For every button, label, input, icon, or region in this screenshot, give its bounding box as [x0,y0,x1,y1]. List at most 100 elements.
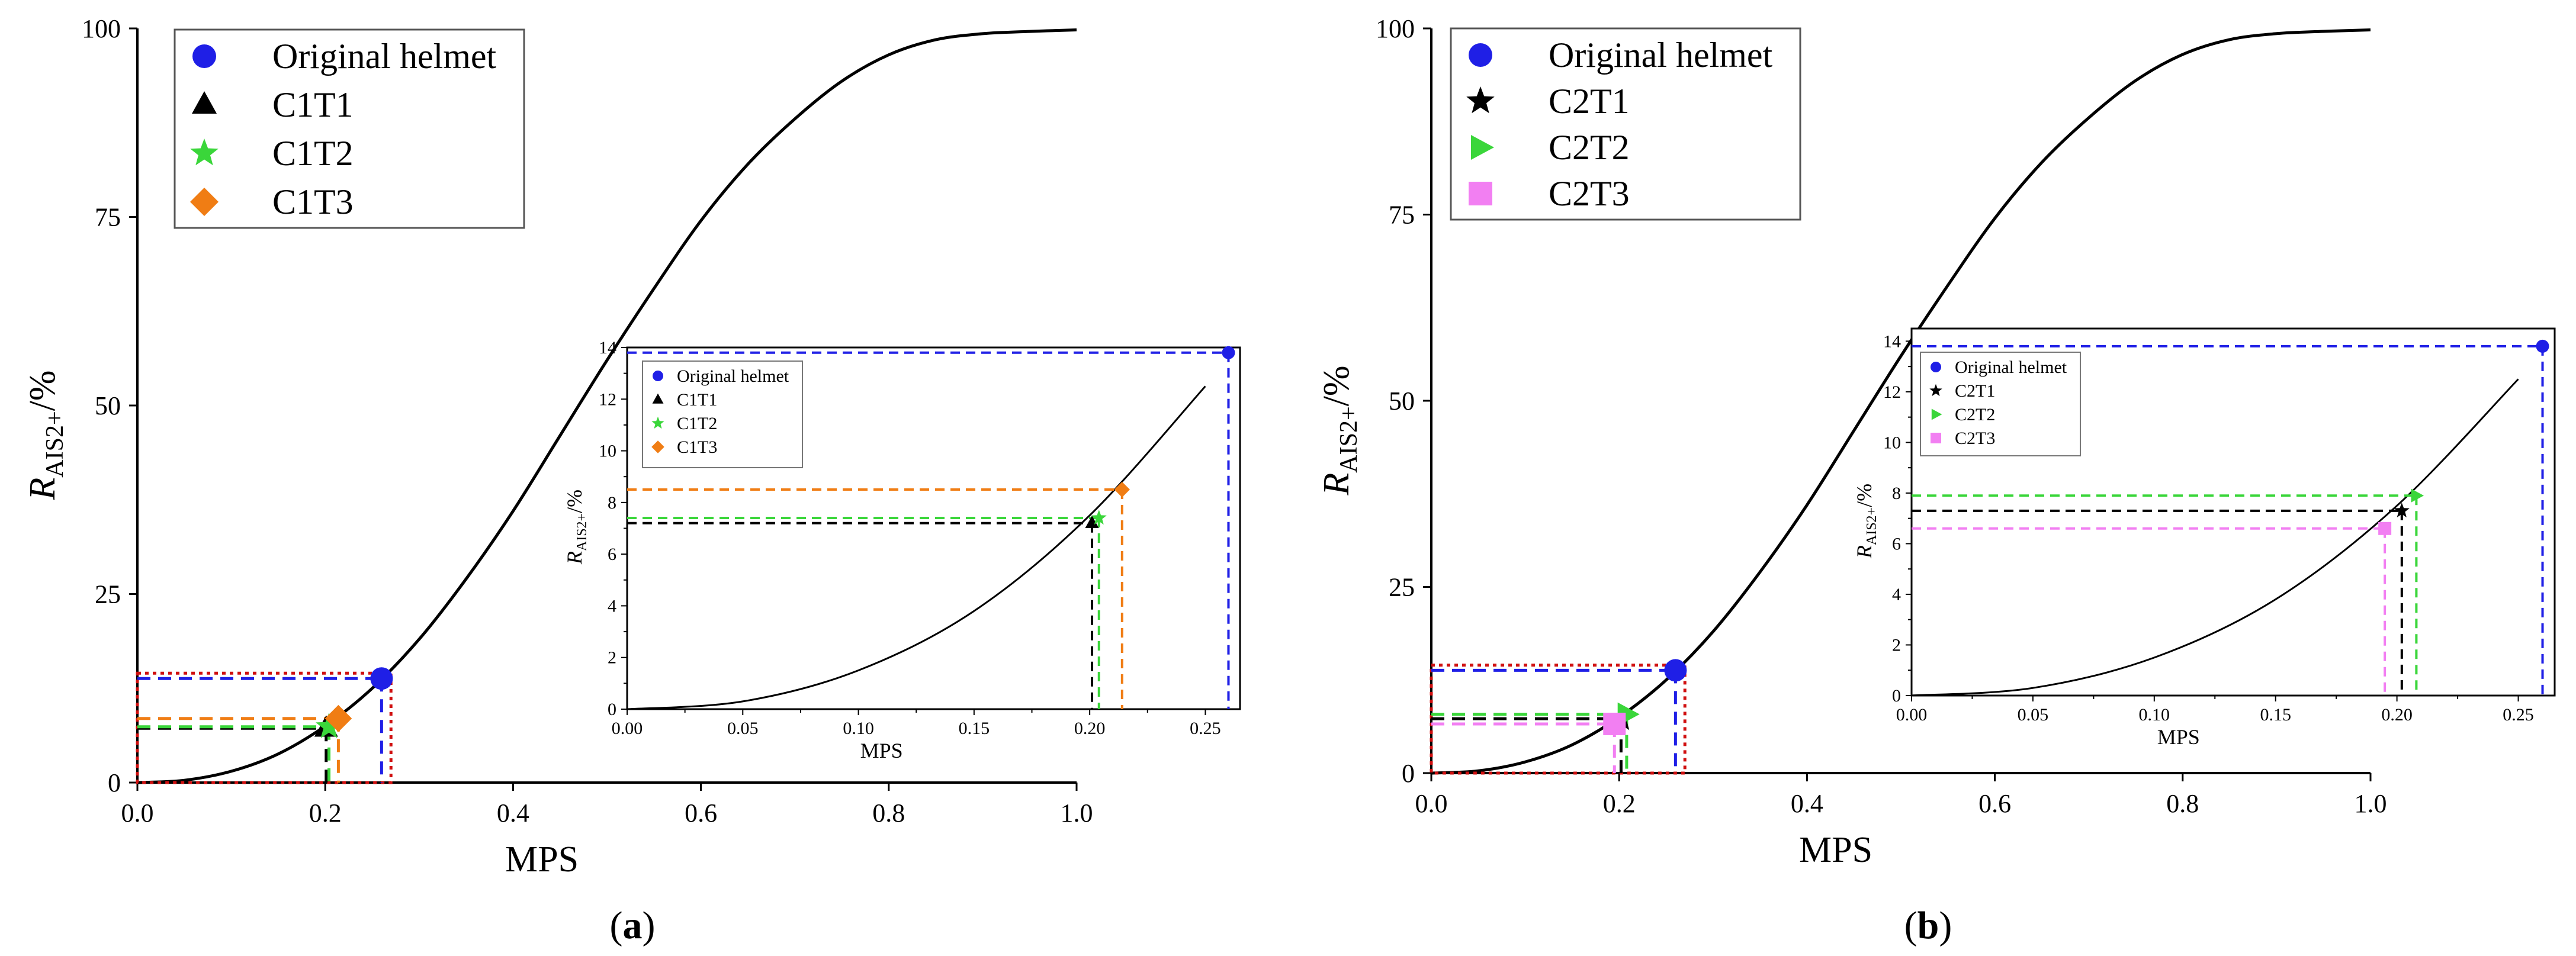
inset-data-point-marker [2411,488,2424,503]
inset-legend-marker [651,416,664,429]
legend: Original helmet C2T1 C2T2 C2T3 [1450,27,1801,221]
inset-y-tick-label: 14 [1883,331,1901,351]
inset-legend-marker [1931,433,1941,443]
inset-y-tick-label: 4 [608,596,616,616]
inset-legend-label: Original helmet [677,366,789,386]
y-tick-label: 75 [1389,201,1415,230]
inset-x-tick-label: 0.25 [2503,705,2534,725]
x-tick-label: 0.8 [872,799,905,828]
x-tick-label: 0.2 [309,799,342,828]
x-tick-label: 1.0 [1061,799,1093,828]
inset-legend-box [642,360,803,468]
data-point-marker [325,704,352,732]
inset-data-point-marker [2378,522,2392,535]
panel-b: 0.0 0.2 0.4 0.6 0.8 1.00255075100MPSRAIS2+/%O… [1316,14,2556,870]
y-axis-title: RAIS2+/% [23,370,69,500]
inset-legend: Original helmet C1T1 C1T2 C1T3 [642,360,803,468]
legend-label: C2T3 [1549,174,1630,213]
x-axis-title: MPS [505,839,579,880]
x-tick-label: 0.6 [1978,789,2011,818]
y-tick-label: 50 [95,391,121,420]
x-tick-label: 0.4 [497,799,529,828]
panel-label-b: (b) [1904,904,1952,947]
inset-y-tick-label: 4 [1892,585,1901,604]
inset-x-tick-label: 0.05 [2018,705,2049,725]
legend-marker [190,188,219,216]
inset-data-point-marker [2536,339,2549,353]
y-tick-label: 0 [1402,759,1415,788]
legend: Original helmet C1T1 C1T2 C1T3 [174,28,525,229]
inset-x-tick-label: 0.10 [843,719,874,738]
inset-chart: 0.00 0.05 0.10 0.15 0.20 0.25 0 2 4 6 8 10 12 14 MPS RA… [1852,327,2556,749]
legend-marker [1469,182,1492,205]
inset-y-tick-label: 12 [1883,382,1901,402]
inset-legend-label: Original helmet [1955,358,2067,377]
inset-data-point-marker [1114,481,1130,498]
x-tick-label: 1.0 [2355,789,2387,818]
legend-label: C1T2 [272,134,354,173]
inset-legend-marker [651,440,664,453]
zoom-region-box [1430,664,1687,775]
data-point-marker [1603,712,1626,735]
inset-y-tick-label: 14 [599,338,616,358]
panel-a: 0.0 0.2 0.4 0.6 0.8 1.0 0 25 50 75 100 MPS RAIS2+/% O… [23,14,1241,880]
risk-curve [137,28,1077,784]
inset-legend-marker [1931,362,1941,372]
inset-x-tick-label: 0.00 [612,719,643,738]
data-point-marker [370,667,393,690]
y-tick-label: 0 [108,768,121,797]
y-tick-label: 100 [1376,14,1415,43]
inset-legend-marker [652,393,664,404]
inset-x-tick-label: 0.00 [1896,705,1928,725]
legend-marker [192,44,216,68]
panel-label-a: (a) [610,904,656,947]
inset-x-tick-label: 0.20 [1074,719,1106,738]
inset-x-tick-label: 0.15 [959,719,990,738]
inset-data-point-marker [1222,346,1235,359]
inset-legend-label: C2T3 [1955,429,1995,448]
y-axis-title: RAIS2+/% [1316,365,1363,495]
data-point-marker [1664,659,1687,682]
inset-data-point-marker [2394,503,2410,517]
legend-marker [190,139,219,166]
x-tick-label: 0.2 [1603,789,1636,818]
inset-y-tick-label: 8 [608,493,616,513]
inset-y-tick-label: 6 [608,545,616,564]
inset-risk-curve [1912,378,2519,696]
legend-box [1450,27,1801,221]
inset-y-tick-label: 12 [599,390,616,409]
inset-chart: 0.00 0.05 0.10 0.15 0.20 0.25 0 2 4 6 8 10 12 14 MPS RA… [563,338,1241,762]
inset-y-tick-label: 0 [608,700,616,719]
y-tick-label: 50 [1389,387,1415,416]
inset-legend-marker [653,371,663,381]
inset-legend-marker [1931,408,1942,420]
inset-x-tick-label: 0.20 [2381,705,2413,725]
inset-legend: Original helmet C2T1 C2T2 C2T3 [1920,352,2081,456]
y-tick-label: 25 [95,580,121,609]
inset-y-tick-label: 2 [1892,635,1901,655]
legend-label: Original helmet [1549,36,1773,75]
inset-data-point-marker [1085,516,1099,529]
legend-box [174,28,525,229]
inset-legend-box [1920,352,2081,456]
inset-y-tick-label: 0 [1892,686,1901,706]
y-tick-label: 100 [82,14,121,43]
inset-legend-label: C2T2 [1955,405,1995,424]
inset-legend-label: C2T1 [1955,381,1995,401]
x-tick-label: 0.0 [121,799,154,828]
inset-legend-label: C1T1 [677,390,717,410]
inset-legend-label: C1T3 [677,437,717,457]
legend-label: Original helmet [272,37,497,76]
x-tick-label: 0.6 [685,799,717,828]
legend-label: C2T1 [1549,82,1630,121]
legend-label: C1T3 [272,182,354,221]
inset-x-tick-label: 0.10 [2139,705,2170,725]
x-axis-title: MPS [1799,830,1872,870]
inset-x-axis-title: MPS [2157,725,2200,749]
inset-x-tick-label: 0.25 [1190,719,1221,738]
x-tick-label: 0.8 [2166,789,2199,818]
x-tick-label: 0.4 [1791,789,1823,818]
y-tick-label: 75 [95,203,121,232]
legend-label: C2T2 [1549,128,1630,167]
